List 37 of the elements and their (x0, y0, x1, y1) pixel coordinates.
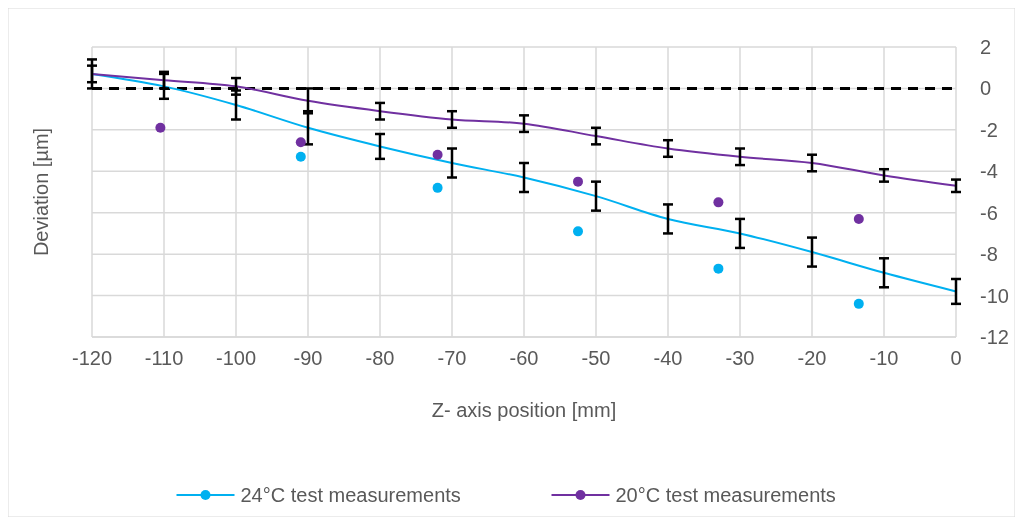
point (853, 213, 864, 224)
y-tick-label: 2 (980, 36, 992, 58)
point (295, 151, 306, 162)
legend-label: 24°C test measurements (240, 484, 461, 506)
y-tick-label: -12 (980, 326, 1009, 348)
point (853, 298, 864, 309)
x-tick-label: -70 (437, 347, 467, 369)
point (295, 137, 306, 148)
y-axis-title: Deviation [µm] (30, 127, 52, 257)
legend-label: 20°C test measurements (615, 484, 836, 506)
point (155, 122, 166, 133)
x-tick-label: -10 (869, 347, 899, 369)
x-tick-label: -20 (797, 347, 827, 369)
x-tick-label: -120 (71, 347, 113, 369)
point (713, 263, 724, 274)
y-tick-label: -4 (980, 160, 998, 183)
point (432, 149, 443, 160)
point (432, 182, 443, 193)
point (573, 226, 583, 237)
point (573, 176, 583, 187)
x-tick-label: -100 (215, 347, 257, 369)
x-tick-label: -60 (509, 347, 539, 369)
x-tick-label: 0 (950, 347, 962, 369)
x-tick-label: -90 (293, 347, 323, 369)
x-axis-title: Z- axis position [mm] (431, 399, 617, 421)
line-series (91, 72, 957, 187)
x-tick-label: -40 (653, 347, 683, 369)
y-tick-label: -2 (980, 118, 998, 141)
point (713, 197, 724, 208)
y-tick-label: -6 (980, 201, 998, 224)
y-tick-label: -8 (980, 243, 998, 266)
x-tick-label: -110 (144, 347, 184, 369)
y-tick-label: -10 (980, 284, 1009, 307)
x-tick-label: -30 (725, 347, 755, 369)
y-tick-label: 0 (980, 77, 992, 100)
x-tick-label: -50 (581, 347, 611, 369)
x-tick-label: -80 (365, 347, 395, 369)
